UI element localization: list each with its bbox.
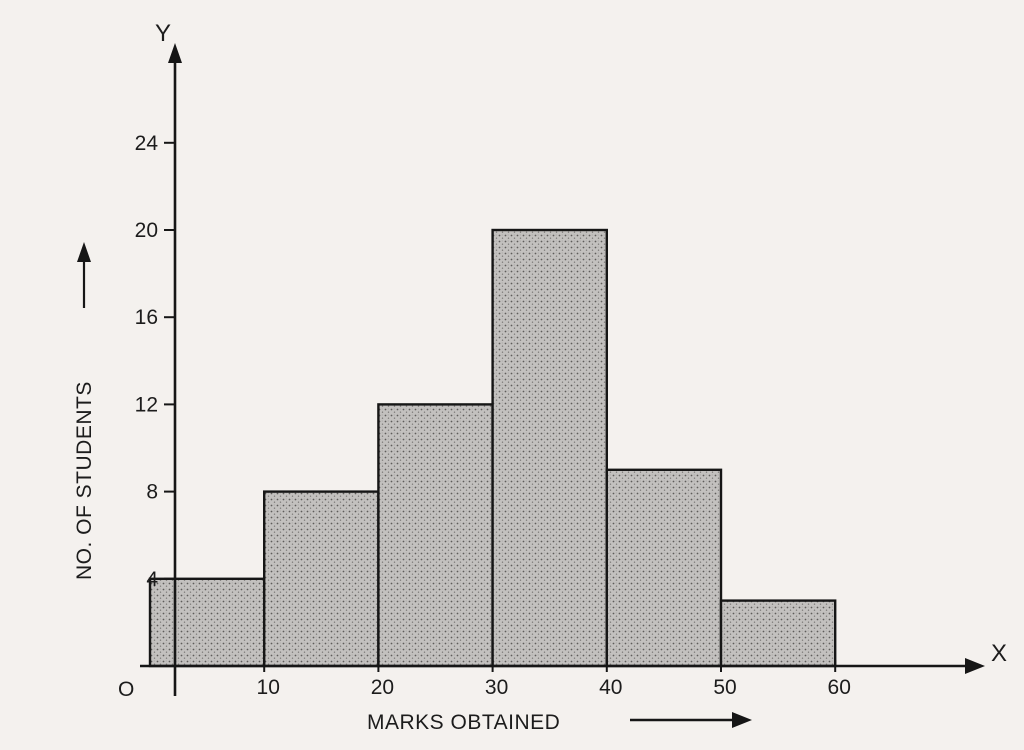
axis-labels: 4 8 12 16 20 24 10 20 30 40 50 60 O X Y MARKS OBTAINED N… xyxy=(73,20,1007,734)
origin-label: O xyxy=(118,678,134,701)
y-tick-label-16: 16 xyxy=(135,306,158,329)
y-tick-label-4: 4 xyxy=(146,568,158,591)
x-tick-label-10: 10 xyxy=(257,676,280,699)
x-tick-label-30: 30 xyxy=(485,676,508,699)
x-tick-label-20: 20 xyxy=(371,676,394,699)
x-axis-arrowhead xyxy=(965,658,985,674)
axes xyxy=(77,43,985,728)
bar-10-20 xyxy=(263,490,380,668)
y-axis-title-arrowhead xyxy=(77,242,91,262)
y-axis-title: NO. OF STUDENTS xyxy=(73,381,96,580)
bar-50-60 xyxy=(719,599,837,668)
y-axis-letter: Y xyxy=(155,20,171,47)
bar-30-40 xyxy=(491,228,609,668)
x-axis-title-arrowhead xyxy=(732,712,752,728)
y-tick-label-8: 8 xyxy=(146,481,158,504)
y-tick-label-24: 24 xyxy=(135,132,159,155)
y-tick-label-20: 20 xyxy=(135,219,158,242)
x-tick-label-40: 40 xyxy=(599,676,622,699)
histogram-bars xyxy=(148,228,837,668)
y-axis-arrowhead xyxy=(168,43,182,63)
bar-0-10 xyxy=(148,577,266,668)
x-axis-letter: X xyxy=(991,640,1007,667)
bar-20-30 xyxy=(377,403,494,668)
bar-40-50 xyxy=(605,468,723,668)
x-axis-title: MARKS OBTAINED xyxy=(367,711,560,734)
x-tick-label-60: 60 xyxy=(828,676,851,699)
x-tick-label-50: 50 xyxy=(713,676,736,699)
y-tick-label-12: 12 xyxy=(135,393,158,416)
